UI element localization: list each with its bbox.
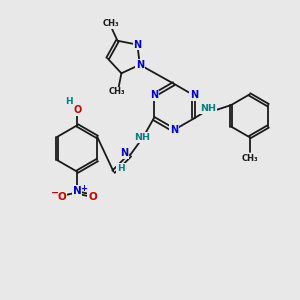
Text: O: O [73, 105, 81, 115]
Text: N: N [170, 125, 178, 135]
Text: NH: NH [134, 133, 150, 142]
Text: N: N [133, 40, 141, 50]
Text: NH: NH [200, 104, 216, 113]
Text: O: O [88, 192, 97, 202]
Text: CH₃: CH₃ [241, 154, 258, 163]
Text: H: H [65, 97, 73, 106]
Text: +: + [80, 184, 87, 193]
Text: N: N [121, 148, 129, 158]
Text: N: N [150, 90, 158, 100]
Text: N: N [136, 60, 144, 70]
Text: CH₃: CH₃ [102, 19, 119, 28]
Text: N: N [73, 186, 82, 196]
Text: H: H [117, 164, 125, 172]
Text: −: − [51, 188, 59, 197]
Text: N: N [190, 90, 198, 100]
Text: O: O [57, 192, 66, 202]
Text: CH₃: CH₃ [108, 87, 125, 96]
